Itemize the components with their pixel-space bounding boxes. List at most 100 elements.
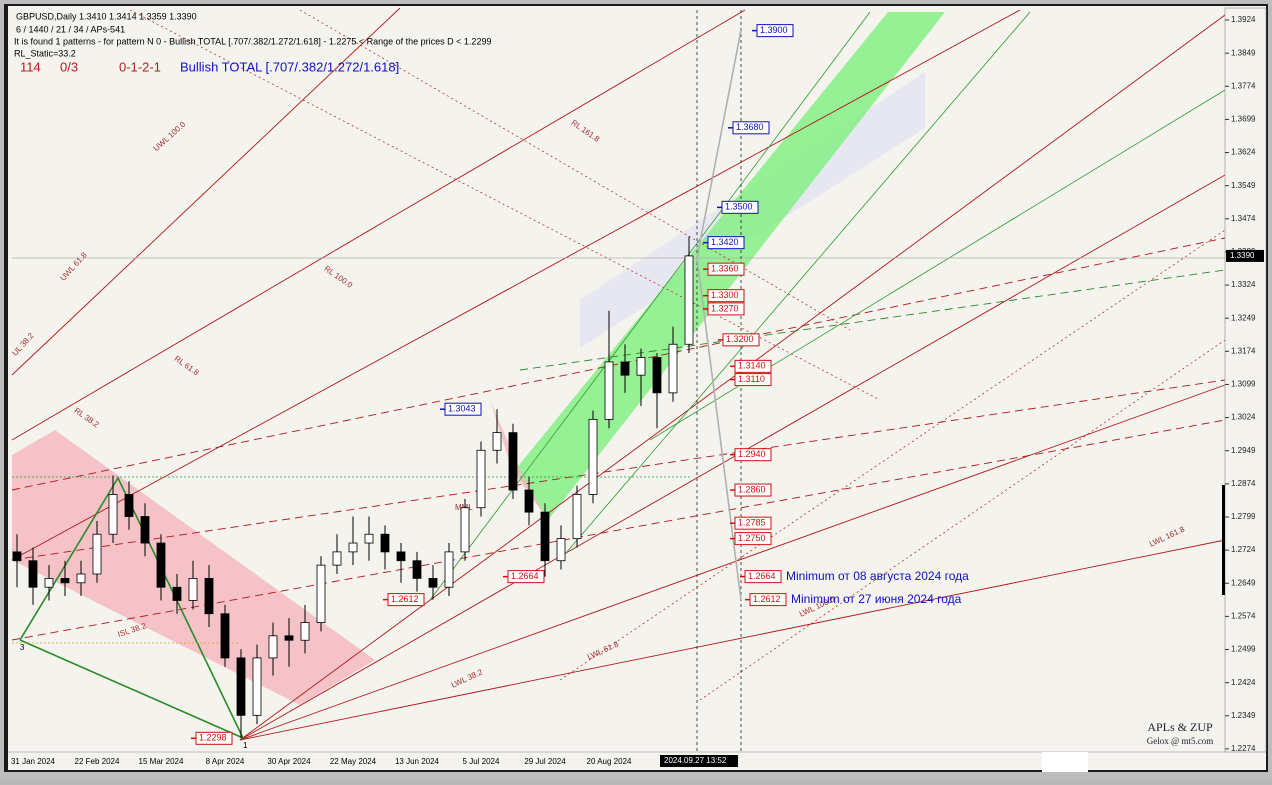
candle-body	[108, 494, 118, 535]
x-tick-label: 13 Jun 2024	[395, 757, 440, 766]
level-label: 1.3140	[738, 361, 766, 371]
dashed-line	[11, 419, 1226, 641]
candle-body	[156, 542, 166, 588]
y-tick-label: 1.2949	[1231, 446, 1256, 455]
candle-body	[172, 586, 182, 601]
trend-lines	[11, 7, 1226, 741]
candle-body	[252, 657, 262, 716]
y-tick-label: 1.3324	[1231, 280, 1256, 289]
x-tick-label: 8 Apr 2024	[206, 757, 245, 766]
dashed-lines	[11, 237, 1226, 641]
candle-body	[444, 551, 454, 588]
candle-body	[396, 551, 406, 562]
trend-line	[239, 14, 1226, 741]
candle-body	[236, 657, 246, 716]
level-box	[734, 516, 772, 530]
candle-body	[316, 564, 326, 623]
level-label: 1.3680	[736, 122, 764, 132]
candle-body	[652, 357, 662, 394]
pattern-zigzag	[19, 476, 245, 740]
y-tick-label: 1.3474	[1231, 214, 1256, 223]
level-label: 1.3360	[711, 264, 739, 274]
dotted-line	[559, 229, 1226, 681]
y-tick-label: 1.3099	[1231, 380, 1256, 389]
candle-body	[348, 542, 358, 553]
pattern-title: Bullish TOTAL [.707/.382/1.272/1.618]	[180, 59, 399, 74]
green-dashed-line	[519, 269, 1226, 371]
level-box	[707, 302, 745, 316]
y-tick-label: 1.2574	[1231, 611, 1256, 620]
point-label: 1	[243, 741, 248, 750]
x-tick-label: 30 Apr 2024	[267, 757, 311, 766]
level-label: 1.3300	[711, 290, 739, 300]
level-label: 1.3500	[725, 202, 753, 212]
level-label: 1.2664	[511, 571, 539, 581]
trend-line	[239, 174, 1226, 741]
candle-body	[60, 577, 70, 584]
y-tick-label: 1.3024	[1231, 413, 1256, 422]
candle-body	[28, 560, 38, 588]
candle-body	[460, 507, 470, 553]
candle-body	[300, 622, 310, 641]
level-label: 1.3900	[760, 25, 788, 35]
price-axis	[1224, 7, 1267, 753]
watermark: APLs & ZUP	[1147, 720, 1213, 734]
y-tick-label: 1.2649	[1231, 578, 1256, 587]
candle-body	[124, 494, 134, 517]
level-box	[734, 532, 772, 546]
level-label: 1.2664	[748, 571, 776, 581]
level-box	[734, 448, 772, 462]
x-tick-label: 29 Jul 2024	[524, 757, 566, 766]
candle-body	[620, 361, 630, 376]
level-box	[722, 333, 760, 347]
trend-line	[11, 9, 746, 441]
channel-line	[559, 11, 1031, 561]
level-box	[707, 262, 745, 276]
projection-line	[696, 29, 742, 601]
candle-body	[604, 361, 614, 420]
level-label: 1.3110	[738, 374, 765, 384]
candle-body	[140, 516, 150, 544]
candle-body	[556, 538, 566, 562]
x-tick-label: 20 Aug 2024	[587, 757, 632, 766]
info-line: 6 / 1440 / 21 / 34 / APs-541	[16, 24, 125, 34]
x-tick-label: 5 Jul 2024	[463, 757, 500, 766]
y-tick-label: 1.2799	[1231, 512, 1256, 521]
trend-line	[11, 7, 401, 376]
dotted-lines	[129, 9, 1226, 701]
level-box	[734, 373, 772, 387]
level-label: 1.3270	[711, 303, 739, 313]
level-label: 1.2298	[199, 733, 227, 743]
candle-body	[76, 573, 86, 584]
candle-body	[332, 551, 342, 566]
y-tick-label: 1.3924	[1231, 15, 1256, 24]
trend-line	[239, 539, 1226, 741]
symbol-info: GBPUSD,Daily 1.3410 1.3414 1.3359 1.3390	[16, 11, 197, 21]
watermark: Gelox @ mt5.com	[1147, 736, 1214, 746]
candle-body	[44, 577, 54, 588]
candle-body	[684, 255, 694, 345]
level-box	[721, 200, 759, 214]
candle-body	[524, 489, 534, 513]
stat: 0-1-2-1	[119, 59, 161, 74]
point-label: 3	[20, 643, 25, 652]
stat: 114	[20, 59, 41, 74]
level-box	[749, 593, 787, 607]
blank-patch	[1042, 752, 1088, 772]
candle-body	[12, 551, 22, 562]
level-box	[444, 402, 482, 416]
trend-line	[11, 9, 1021, 561]
dotted-line	[129, 9, 881, 401]
level-box	[756, 24, 794, 38]
candle-body	[220, 613, 230, 659]
candle-body	[364, 533, 374, 544]
y-tick-label: 1.3249	[1231, 313, 1256, 322]
dotted-line	[699, 339, 1226, 701]
candle-body	[572, 494, 582, 540]
y-tick-label: 1.3174	[1231, 346, 1256, 355]
y-tick-label: 1.2724	[1231, 545, 1256, 554]
info-line: RL_Static=33.2	[14, 48, 76, 58]
candle-body	[380, 533, 390, 553]
level-box	[707, 289, 745, 303]
header: GBPUSD,Daily 1.3410 1.3414 1.3359 1.3390…	[14, 11, 491, 74]
